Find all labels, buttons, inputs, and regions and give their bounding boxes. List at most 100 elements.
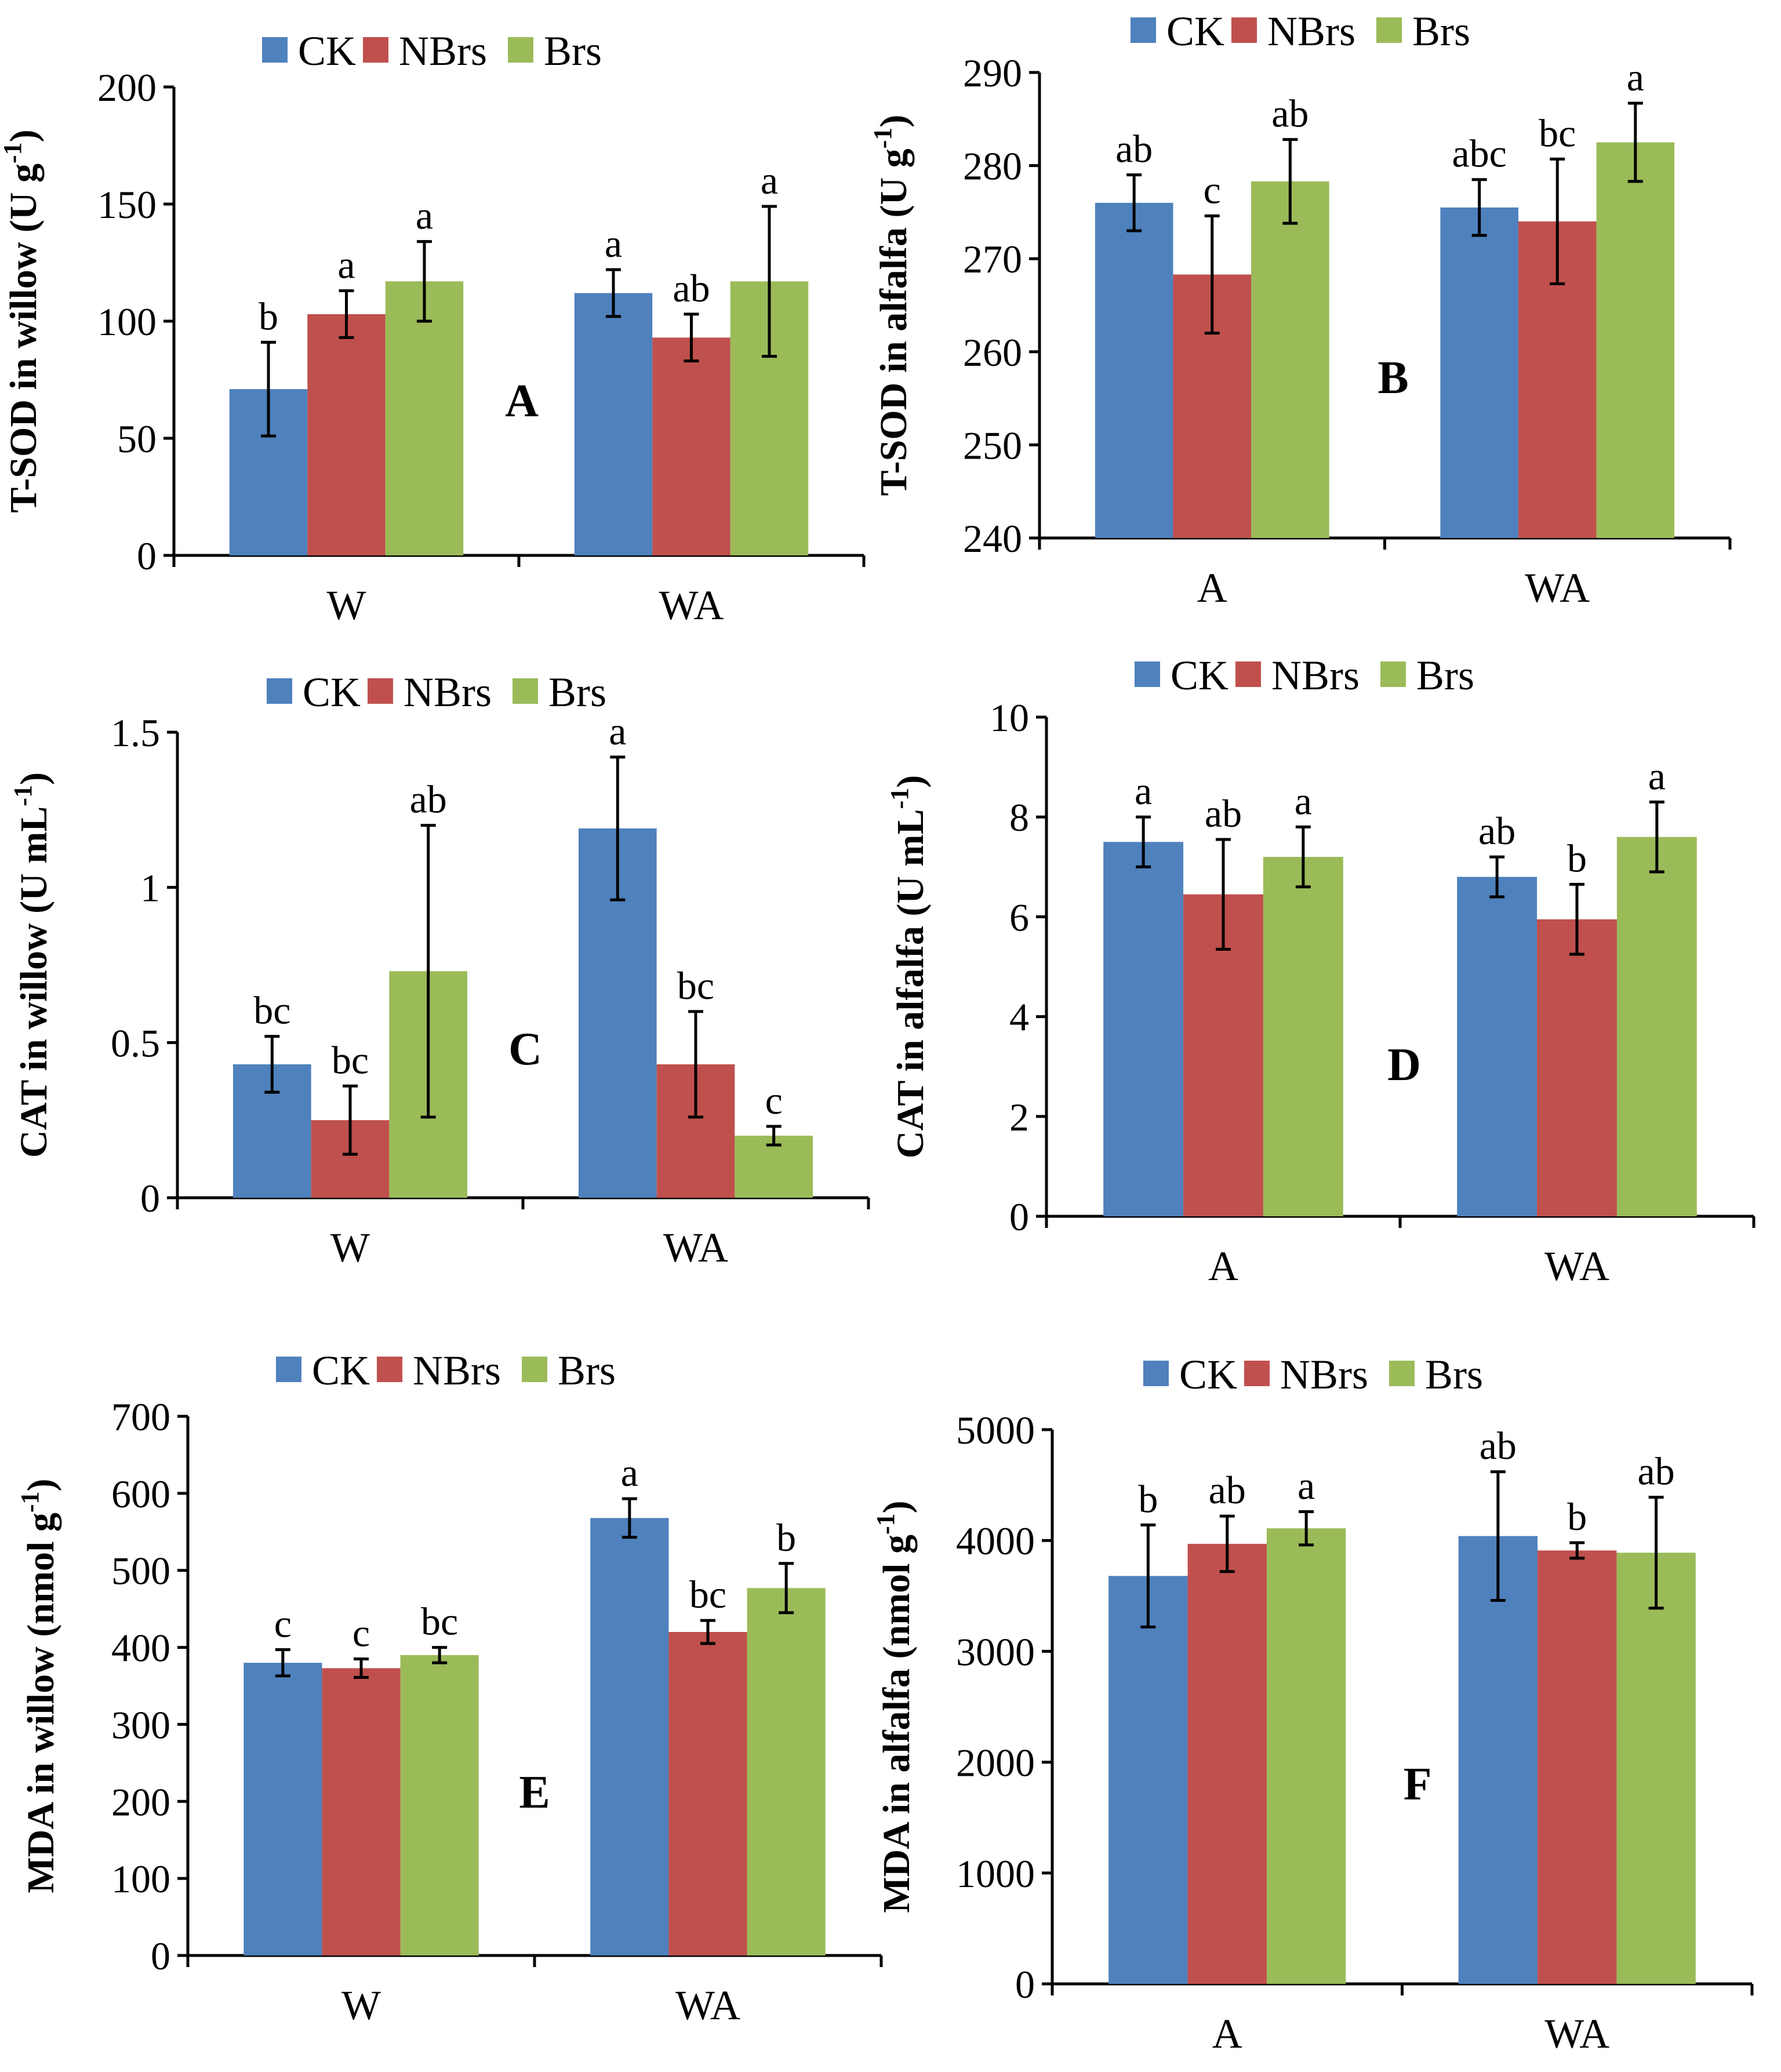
significance-letter: b — [259, 294, 278, 338]
x-tick-label: WA — [659, 582, 724, 628]
legend-swatch-ck — [1143, 1361, 1169, 1386]
panel-letter: D — [1387, 1039, 1421, 1090]
legend-label-nbrs: NBrs — [399, 28, 487, 74]
legend-label-brs: Brs — [558, 1347, 616, 1394]
y-tick-label: 150 — [97, 183, 157, 227]
y-tick-label: 4000 — [956, 1519, 1035, 1563]
y-tick-label: 600 — [111, 1472, 170, 1516]
y-tick-label: 250 — [963, 423, 1022, 467]
legend-label-ck: CK — [303, 669, 361, 715]
bar-brs-wa — [1616, 837, 1697, 1216]
bar-ck-wa — [1440, 207, 1518, 538]
bar-nbrs-w — [307, 314, 386, 555]
y-tick-label: 0 — [151, 1934, 170, 1978]
y-tick-label: 270 — [963, 237, 1022, 281]
chart-panel-F: CK NBrs Brs 0 1000 2000 3000 4000 5000 A WA b ab a ab b… — [871, 1351, 1754, 2057]
legend-label-brs: Brs — [548, 669, 606, 715]
legend-swatch-nbrs — [1244, 1361, 1270, 1386]
y-tick-label: 700 — [111, 1395, 170, 1439]
significance-letter: bc — [332, 1038, 369, 1082]
legend-swatch-brs — [1380, 661, 1406, 687]
legend-swatch-nbrs — [368, 678, 393, 704]
y-tick-label: 0 — [1015, 1962, 1035, 2006]
significance-letter: bc — [1539, 111, 1576, 155]
x-tick-label: WA — [1525, 565, 1590, 611]
bar-ck-wa — [574, 293, 653, 555]
x-tick-label: W — [327, 582, 366, 628]
y-axis-title: CAT in alfalfa (U mL-1) — [885, 775, 932, 1158]
legend-swatch-brs — [1376, 17, 1402, 43]
significance-letter: a — [416, 194, 433, 238]
legend-label-nbrs: NBrs — [404, 669, 492, 715]
bar-nbrs-wa — [652, 337, 730, 555]
legend: CK NBrs Brs — [1135, 652, 1474, 699]
y-tick-label: 240 — [963, 517, 1022, 561]
y-tick-label: 100 — [97, 300, 157, 344]
bar-brs-w — [385, 281, 464, 555]
significance-letter: bc — [689, 1572, 726, 1616]
y-tick-label: 10 — [990, 696, 1029, 740]
significance-letter: a — [621, 1451, 638, 1495]
legend-swatch-nbrs — [363, 37, 388, 63]
legend-swatch-ck — [262, 37, 288, 63]
y-tick-label: 200 — [111, 1780, 170, 1824]
bar-ck-a — [1103, 842, 1184, 1216]
legend-label-ck: CK — [312, 1347, 370, 1394]
panel-letter: C — [508, 1024, 542, 1075]
y-tick-label: 200 — [97, 66, 157, 110]
y-tick-label: 0 — [1009, 1195, 1029, 1239]
legend-label-nbrs: NBrs — [413, 1347, 501, 1394]
bar-ck-wa — [590, 1518, 669, 1955]
chart-panel-E: CK NBrs Brs 0 100 200 300 400 500 600 700 W WA c c bc a b… — [16, 1347, 883, 2029]
x-tick-label: WA — [663, 1224, 728, 1271]
y-tick-label: 6 — [1009, 895, 1029, 939]
significance-letter: b — [776, 1515, 796, 1560]
bar-brs-wa — [1616, 1553, 1696, 1984]
significance-letter: ab — [673, 266, 710, 310]
y-axis-title: T-SOD in alfalfa (U g-1) — [868, 115, 915, 496]
significance-letter: ab — [1480, 1424, 1517, 1468]
x-tick-label: A — [1208, 1243, 1238, 1289]
legend-swatch-nbrs — [1231, 17, 1257, 43]
legend-label-ck: CK — [1179, 1351, 1237, 1398]
legend-label-brs: Brs — [1412, 8, 1470, 54]
x-tick-label: W — [330, 1224, 370, 1271]
significance-letter: b — [1567, 1495, 1587, 1539]
bar-nbrs-w — [322, 1668, 401, 1955]
panel-letter: F — [1404, 1759, 1432, 1810]
panel-letter: A — [505, 376, 539, 427]
significance-letter: a — [605, 221, 622, 266]
significance-letter: ab — [1209, 1468, 1246, 1512]
y-tick-label: 280 — [963, 144, 1022, 188]
significance-letter: bc — [253, 988, 290, 1033]
legend-label-nbrs: NBrs — [1280, 1351, 1368, 1398]
significance-letter: bc — [421, 1600, 458, 1644]
legend: CK NBrs Brs — [262, 28, 602, 74]
bar-ck-wa — [1458, 1536, 1538, 1984]
y-tick-label: 400 — [111, 1626, 170, 1670]
bar-nbrs-wa — [1537, 919, 1617, 1216]
y-tick-label: 0 — [140, 1176, 160, 1220]
y-tick-label: 1 — [140, 866, 160, 910]
significance-letter: b — [1567, 836, 1587, 880]
legend: CK NBrs Brs — [276, 1347, 616, 1394]
legend-swatch-ck — [267, 678, 292, 704]
y-axis-title: CAT in willow (U mL-1) — [9, 772, 55, 1158]
bar-nbrs-wa — [1538, 1550, 1617, 1984]
bar-brs-a — [1251, 181, 1329, 539]
y-tick-label: 2000 — [956, 1741, 1035, 1785]
legend-swatch-brs — [513, 678, 538, 704]
y-tick-label: 2 — [1009, 1095, 1029, 1139]
significance-letter: a — [761, 158, 778, 202]
y-tick-label: 4 — [1009, 995, 1029, 1039]
significance-letter: a — [1295, 779, 1312, 823]
legend-swatch-ck — [276, 1357, 301, 1382]
y-tick-label: 50 — [117, 417, 157, 461]
significance-letter: a — [1627, 55, 1644, 99]
bar-nbrs-a — [1187, 1543, 1267, 1984]
bar-ck-wa — [1457, 877, 1538, 1216]
legend-swatch-ck — [1135, 661, 1160, 687]
significance-letter: c — [352, 1611, 370, 1655]
legend-label-brs: Brs — [544, 28, 602, 74]
